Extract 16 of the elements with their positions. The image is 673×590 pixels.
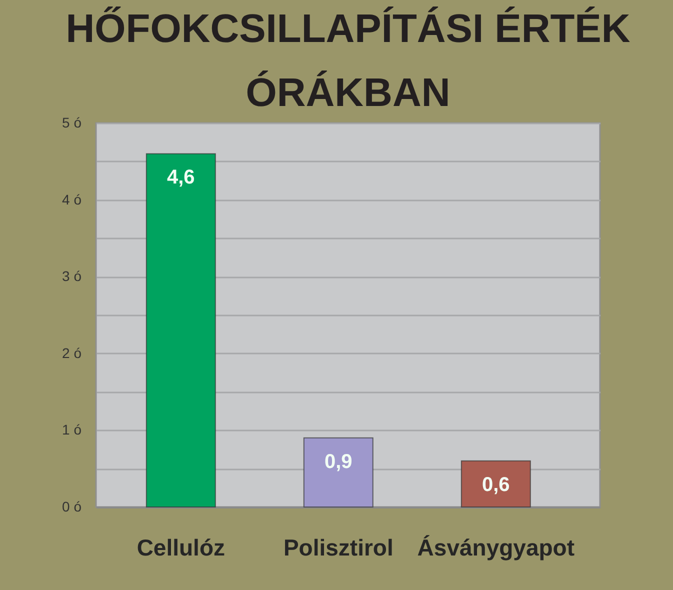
y-tick-label: 3 ó (62, 268, 82, 284)
bar (303, 437, 374, 508)
y-tick-label: 2 ó (62, 344, 82, 361)
data-label: 4,6 (166, 166, 195, 189)
chart-title: HŐFOKCSILLAPÍTÁSI ÉRTÉK ÓRÁKBAN (66, 6, 630, 115)
data-label: 0,6 (482, 474, 510, 496)
y-tick-label: 1 ó (62, 422, 82, 438)
y-tick-label: 4 ó (62, 191, 82, 208)
x-tick-label: Ásványgyapot (417, 534, 575, 560)
y-tick-label: 0 ó (62, 498, 82, 514)
bar (460, 460, 531, 508)
y-tick-label: 5 ó (62, 114, 82, 130)
bar (146, 153, 216, 508)
x-tick-label: Polisztirol (283, 534, 394, 560)
data-label: 0,9 (324, 450, 352, 473)
x-tick-label: Cellulóz (136, 534, 225, 560)
